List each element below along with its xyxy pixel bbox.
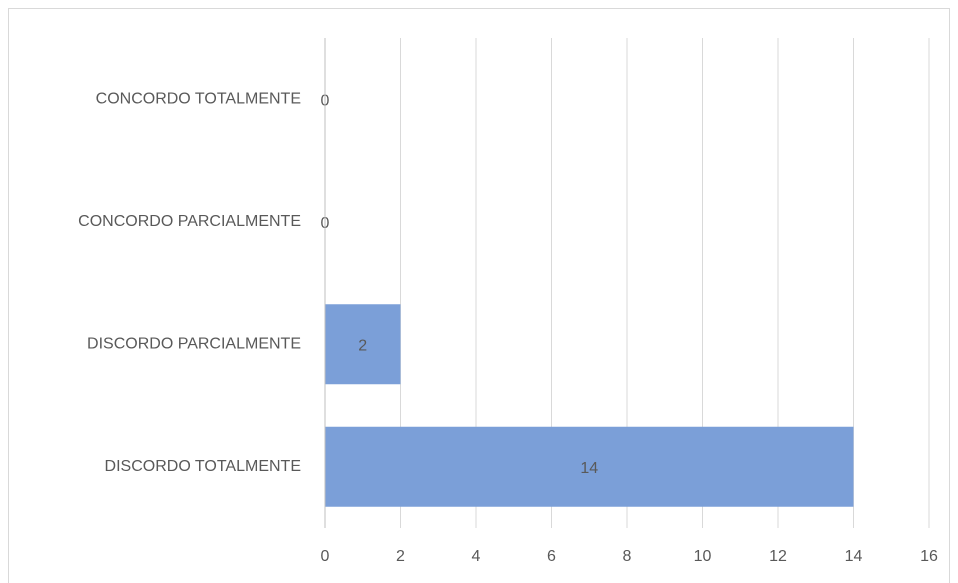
x-tick-label: 12	[769, 548, 787, 565]
x-tick-label: 10	[694, 548, 712, 565]
x-tick-label: 0	[321, 548, 330, 565]
data-label: 14	[580, 460, 598, 477]
x-tick-label: 8	[623, 548, 632, 565]
y-tick-label: DISCORDO PARCIALMENTE	[87, 335, 301, 352]
y-tick-label: DISCORDO TOTALMENTE	[105, 458, 301, 475]
y-tick-label: CONCORDO PARCIALMENTE	[78, 213, 301, 230]
y-tick-label: CONCORDO TOTALMENTE	[96, 90, 301, 107]
x-tick-label: 14	[845, 548, 863, 565]
x-tick-label: 16	[920, 548, 938, 565]
bar	[325, 304, 401, 385]
x-tick-label: 2	[396, 548, 405, 565]
x-tick-label: 4	[472, 548, 481, 565]
data-label: 2	[358, 337, 367, 354]
bar	[325, 426, 854, 507]
x-tick-label: 6	[547, 548, 556, 565]
